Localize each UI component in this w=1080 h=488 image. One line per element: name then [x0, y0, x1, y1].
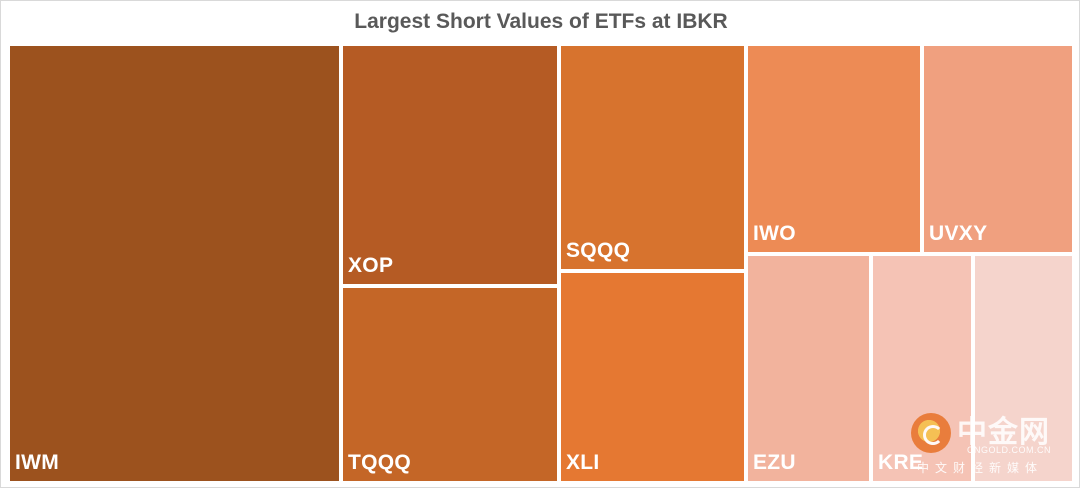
- treemap-tile-label: EZU: [753, 451, 796, 474]
- watermark-domain: CNGOLD.COM.CN: [967, 445, 1052, 455]
- treemap-tile-label: XLI: [566, 451, 600, 474]
- treemap-tile-label: KRE: [878, 451, 924, 474]
- treemap-tile-label: SQQQ: [566, 239, 631, 262]
- watermark: 中金网 CNGOLD.COM.CN 中文财经新媒体: [911, 407, 1071, 477]
- treemap-tile: [973, 254, 1074, 483]
- watermark-subtitle: 中文财经新媒体: [917, 461, 1044, 475]
- treemap-tile-label: UVXY: [929, 222, 988, 245]
- treemap-tile-label: IWM: [15, 451, 60, 474]
- treemap-tile: IWM: [8, 44, 341, 483]
- treemap-tile: IWO: [746, 44, 922, 254]
- treemap-tile: UVXY: [922, 44, 1074, 254]
- treemap: IWM XOP TQQQ SQQQ XLI IWO UVXY EZU KRE: [8, 44, 1074, 483]
- treemap-tile: XOP: [341, 44, 559, 286]
- watermark-brand: 中金网: [957, 416, 1050, 449]
- treemap-tile: EZU: [746, 254, 871, 483]
- watermark-logo-icon: [911, 413, 951, 453]
- treemap-tile: TQQQ: [341, 286, 559, 483]
- treemap-tile: SQQQ: [559, 44, 746, 271]
- treemap-tile-label: IWO: [753, 222, 796, 245]
- treemap-tile: XLI: [559, 271, 746, 483]
- treemap-tile-label: XOP: [348, 254, 394, 277]
- treemap-tile-label: TQQQ: [348, 451, 412, 474]
- chart-title: Largest Short Values of ETFs at IBKR: [354, 10, 728, 33]
